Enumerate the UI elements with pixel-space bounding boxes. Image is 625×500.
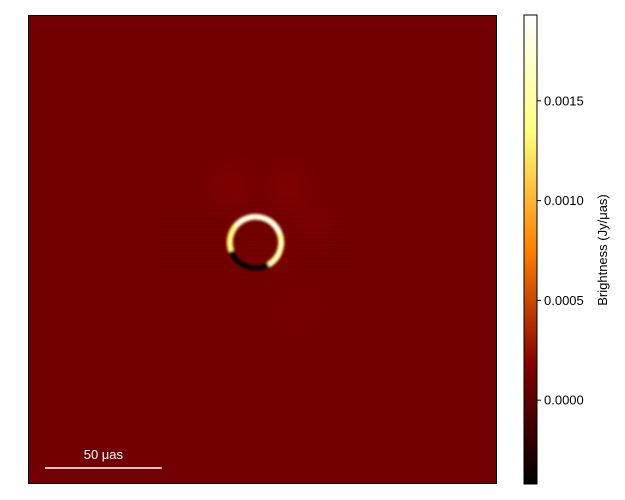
emission-blob: [211, 166, 248, 207]
sidelobe-stripe: [155, 254, 356, 256]
sidelobe-stripe: [155, 282, 356, 284]
ring-arc-dark: [229, 250, 270, 271]
emission-blob: [279, 290, 316, 331]
colorbar-tick-label: 0.0010: [544, 193, 584, 208]
colorbar-label: Brightness (Jy/μas): [595, 194, 610, 306]
ring-arc-right: [267, 237, 284, 267]
scale-bar: 50 μas: [45, 447, 162, 469]
image-panel: 50 μas: [28, 15, 497, 484]
emission-blob: [270, 168, 307, 209]
sidelobe-stripe: [155, 242, 356, 244]
colorbar-tick-label: 0.0000: [544, 393, 584, 408]
brightness-image: 50 μas: [29, 16, 496, 483]
sidelobe-stripe: [155, 262, 356, 264]
colorbar-ticks: 0.0000 0.0005 0.0010 0.0015: [537, 93, 584, 408]
sidelobe-stripe: [155, 270, 356, 272]
sidelobe-stripe: [155, 246, 356, 248]
colorbar-gradient: [523, 14, 538, 485]
colorbar-tick-label: 0.0005: [544, 293, 584, 308]
sidelobe-stripe: [155, 210, 356, 212]
sidelobe-stripe: [155, 226, 356, 228]
sidelobe-stripe: [155, 230, 356, 232]
colorbar-tick-label: 0.0015: [544, 93, 584, 108]
sidelobe-stripe: [155, 274, 356, 276]
sidelobe-stripe: [155, 206, 356, 208]
sidelobe-stripe: [155, 238, 356, 240]
sidelobe-stripe: [155, 258, 356, 260]
emission-blobs: [211, 166, 332, 331]
sidelobe-stripe: [155, 250, 356, 252]
emission-blob: [295, 206, 332, 247]
emission-blob: [249, 241, 286, 282]
sidelobe-stripe: [155, 202, 356, 204]
sidelobe-stripe: [155, 278, 356, 280]
sidelobe-stripe: [155, 234, 356, 236]
ring-feature: [226, 213, 285, 271]
ring-arc-bright: [234, 214, 282, 235]
scale-bar-label: 50 μas: [84, 447, 124, 462]
sidelobe-stripe: [155, 222, 356, 224]
